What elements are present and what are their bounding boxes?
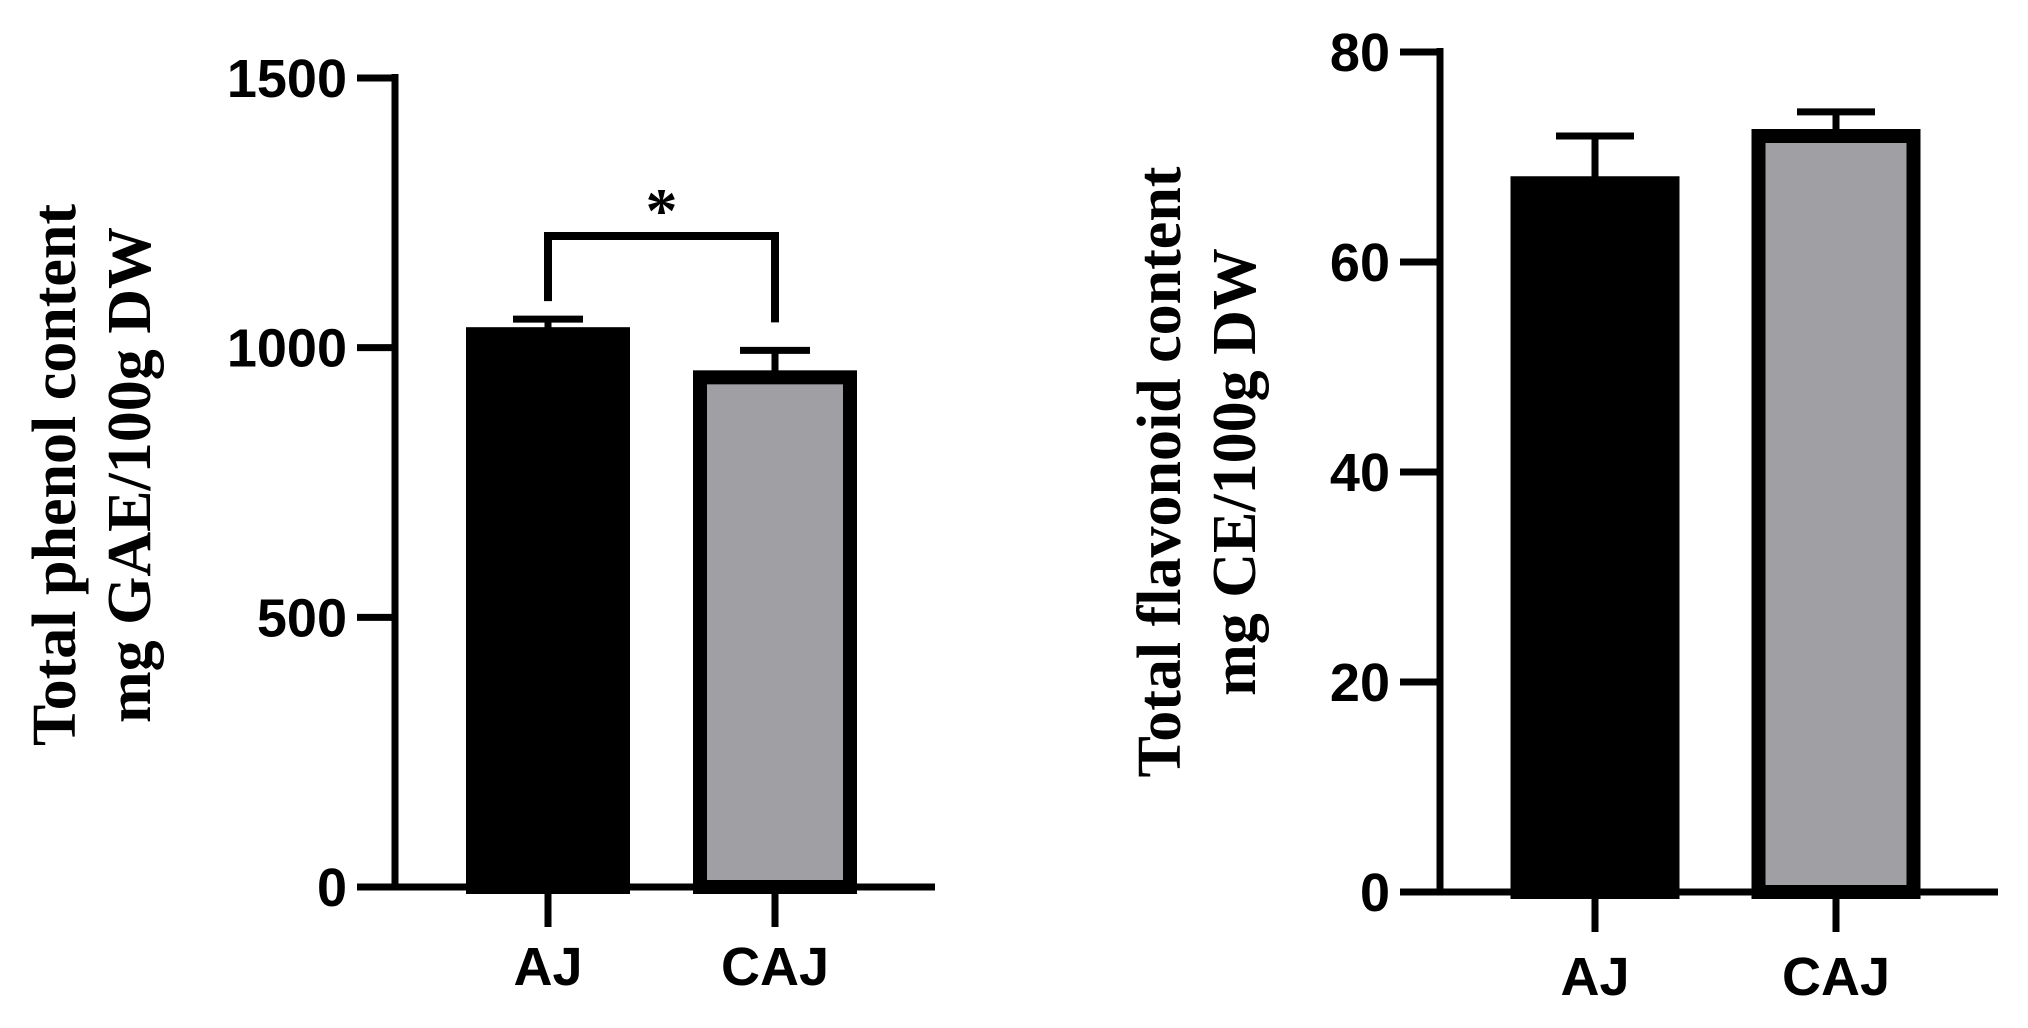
- phenol-ylabel-line-2: mg GAE/100g DW: [96, 227, 164, 723]
- flavonoid-bar-aj: [1510, 176, 1680, 899]
- phenol-category-label-aj: AJ: [513, 937, 582, 997]
- flavonoid-category-label-caj: CAJ: [1782, 947, 1890, 1007]
- flavonoid-marks: 0 20 40 60 80 AJ CAJ: [1330, 23, 1998, 1007]
- phenol-significance-bracket: [544, 232, 779, 323]
- flavonoid-ytick-label-3: 60: [1330, 233, 1390, 293]
- phenol-ylabel-line-1: Total phenol content: [21, 204, 89, 746]
- phenol-ytick-label-2: 1000: [227, 319, 347, 379]
- flavonoid-ytick-label-1: 20: [1330, 653, 1390, 713]
- phenol-significance-label: *: [646, 175, 678, 246]
- phenol-ytick-label-0: 0: [317, 858, 347, 918]
- phenol-ytick-label-1: 500: [257, 588, 347, 648]
- flavonoid-ylabel-line-1: Total flavonoid content: [1126, 166, 1194, 777]
- phenol-ytick-label-3: 1500: [227, 49, 347, 109]
- flavonoid-ytick-label-4: 80: [1330, 23, 1390, 83]
- flavonoid-ylabel-line-2: mg CE/100g DW: [1201, 248, 1269, 696]
- phenol-chart: Total phenol content mg GAE/100g DW 0 500…: [21, 49, 935, 997]
- flavonoid-chart: Total flavonoid content mg CE/100g DW 0 2…: [1126, 23, 1998, 1007]
- flavonoid-ytick-label-2: 40: [1330, 443, 1390, 503]
- phenol-category-label-caj: CAJ: [721, 937, 829, 997]
- flavonoid-bar-caj: [1751, 129, 1921, 899]
- flavonoid-ytick-label-0: 0: [1360, 863, 1390, 923]
- flavonoid-category-label-aj: AJ: [1560, 947, 1629, 1007]
- phenol-bar-caj: [693, 370, 857, 894]
- phenol-marks: 0 500 1000 1500 AJ CAJ *: [227, 49, 935, 997]
- phenol-bar-aj: [466, 327, 630, 894]
